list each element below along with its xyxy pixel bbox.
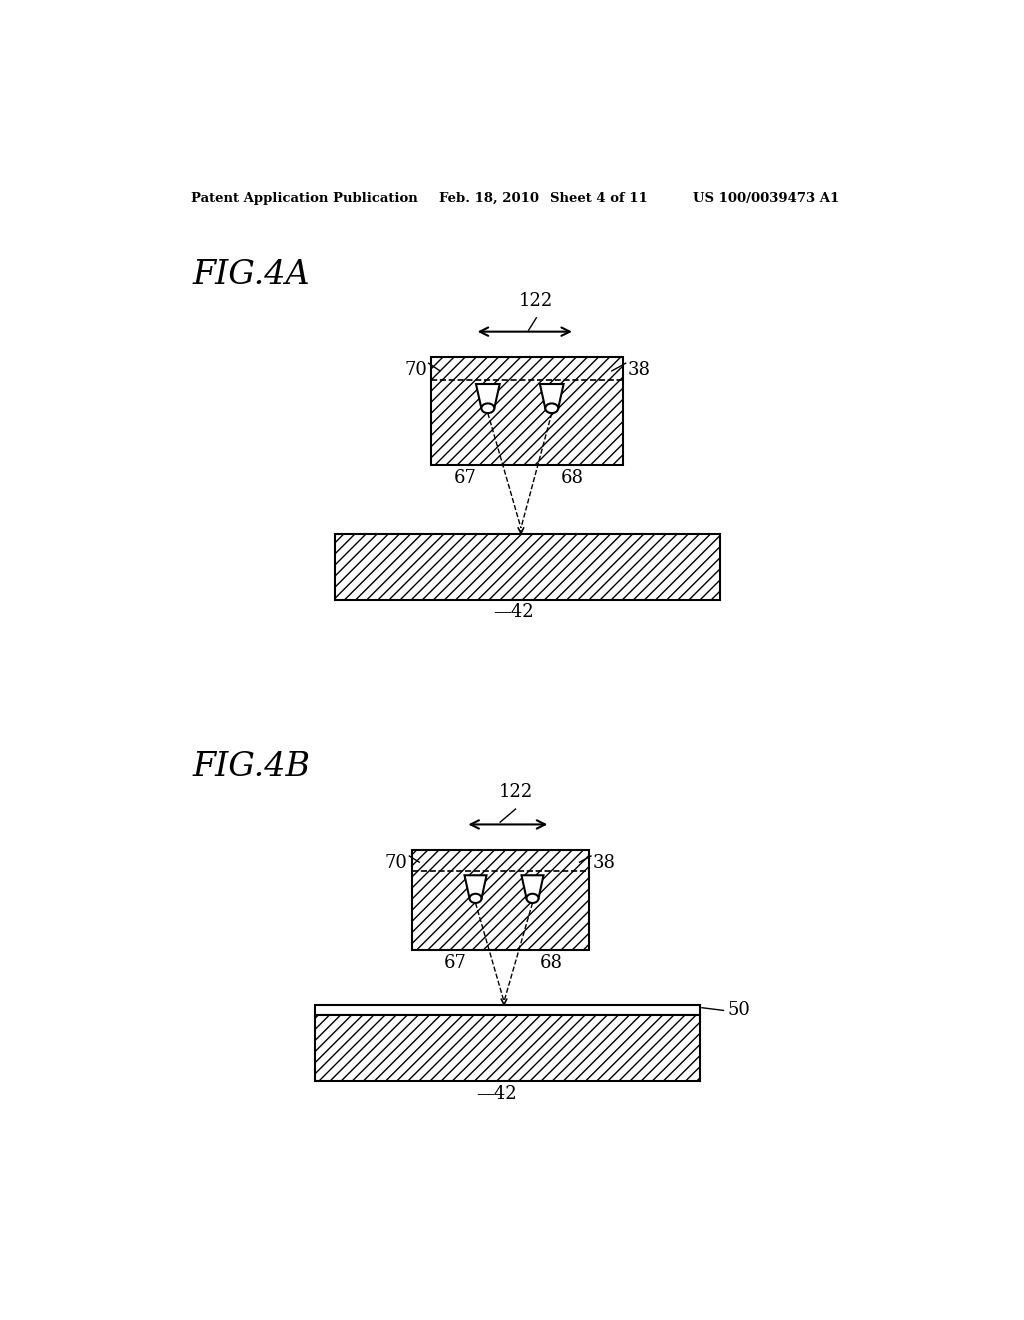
Text: —42: —42	[493, 603, 534, 622]
Text: 70: 70	[404, 360, 427, 379]
Bar	[431, 358, 624, 465]
Ellipse shape	[546, 404, 558, 413]
Text: 67: 67	[455, 469, 477, 487]
Ellipse shape	[470, 894, 481, 903]
Bar	[315, 1015, 700, 1081]
Ellipse shape	[526, 894, 539, 903]
Text: Sheet 4 of 11: Sheet 4 of 11	[550, 191, 648, 205]
Polygon shape	[540, 384, 563, 408]
Text: US 100/0039473 A1: US 100/0039473 A1	[692, 191, 839, 205]
Text: Patent Application Publication: Patent Application Publication	[190, 191, 418, 205]
Text: 38: 38	[593, 854, 615, 871]
Text: FIG.4A: FIG.4A	[193, 259, 310, 290]
Polygon shape	[521, 875, 544, 899]
Text: 70: 70	[385, 854, 408, 871]
Polygon shape	[465, 875, 486, 899]
Text: 122: 122	[519, 292, 554, 310]
Polygon shape	[476, 384, 500, 408]
Text: 67: 67	[443, 954, 466, 972]
Bar	[412, 850, 589, 950]
Text: 68: 68	[561, 469, 584, 487]
Bar	[335, 535, 720, 599]
Text: 50: 50	[727, 1002, 751, 1019]
Text: —42: —42	[476, 1085, 517, 1102]
Text: 38: 38	[628, 360, 650, 379]
Text: FIG.4B: FIG.4B	[193, 751, 310, 783]
Text: Feb. 18, 2010: Feb. 18, 2010	[438, 191, 539, 205]
Text: 68: 68	[541, 954, 563, 972]
Text: 122: 122	[499, 783, 532, 801]
Bar	[315, 1006, 700, 1015]
Ellipse shape	[481, 404, 495, 413]
